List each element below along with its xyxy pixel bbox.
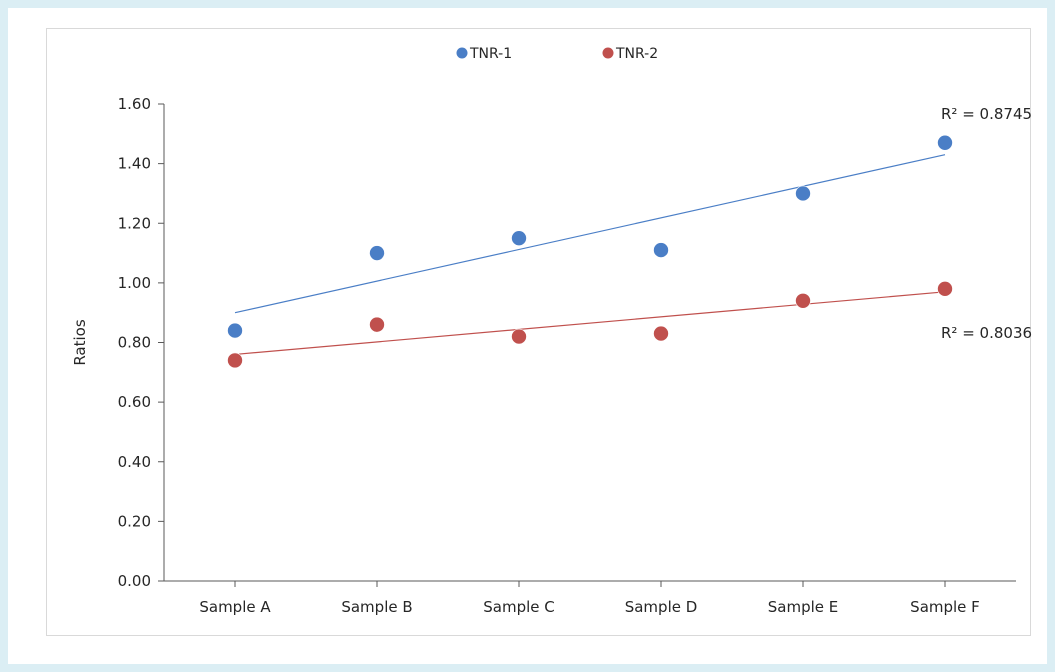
data-points <box>227 134 953 369</box>
point-tnr-1 <box>653 242 669 258</box>
y-tick-label: 0.20 <box>118 512 151 530</box>
legend: TNR-1 TNR-2 <box>456 46 658 62</box>
y-tick-label: 0.40 <box>118 453 151 471</box>
legend-item: TNR-2 <box>602 46 658 62</box>
y-tick-label: 0.60 <box>118 393 151 411</box>
x-tick-label: Sample E <box>768 598 839 616</box>
y-tick-label: 1.40 <box>118 155 151 173</box>
point-tnr-2 <box>795 292 811 309</box>
trendline-tnr-1 <box>234 154 946 314</box>
point-tnr-2 <box>227 352 243 369</box>
x-tick-label: Sample D <box>625 598 698 616</box>
point-tnr-1 <box>369 245 385 261</box>
x-axis-ticks: Sample A Sample B Sample C Sample D Sample E… <box>199 581 980 616</box>
point-tnr-1 <box>227 322 243 339</box>
y-tick-label: 0.80 <box>118 334 151 352</box>
point-tnr-2 <box>369 316 385 333</box>
r2-label: R² = 0.8745 <box>941 105 1032 123</box>
trendline-tnr-2 <box>234 291 946 356</box>
trendlines <box>234 154 946 356</box>
scatter-chart: TNR-1 TNR-2 Ratios 0.00 0.20 0.40 0.60 0.80 1.… <box>71 46 1032 616</box>
x-tick-label: Sample C <box>483 598 554 616</box>
point-tnr-2 <box>511 328 527 345</box>
y-axis-ticks: 0.00 0.20 0.40 0.60 0.80 1.00 1.20 1.40 1.60 <box>118 95 164 590</box>
legend-marker <box>456 47 468 59</box>
y-tick-label: 1.60 <box>118 95 151 113</box>
legend-item: TNR-1 <box>456 46 512 62</box>
legend-marker <box>602 47 614 59</box>
y-axis-label: Ratios <box>71 319 89 366</box>
point-tnr-2 <box>937 281 953 297</box>
axes <box>163 104 1016 582</box>
point-tnr-1 <box>511 230 527 246</box>
x-tick-label: Sample F <box>910 598 980 616</box>
y-tick-label: 1.00 <box>118 274 151 292</box>
r2-labels: R² = 0.8745 R² = 0.8036 <box>941 105 1032 342</box>
y-tick-label: 1.20 <box>118 214 151 232</box>
x-tick-label: Sample A <box>199 598 271 616</box>
r2-label: R² = 0.8036 <box>941 324 1032 342</box>
point-tnr-1 <box>795 185 811 202</box>
legend-label: TNR-1 <box>469 46 512 62</box>
x-tick-label: Sample B <box>341 598 412 616</box>
legend-label: TNR-2 <box>615 46 658 62</box>
chart-area: TNR-1 TNR-2 Ratios 0.00 0.20 0.40 0.60 0.80 1.… <box>46 28 1032 636</box>
point-tnr-2 <box>653 325 669 342</box>
chart-frame: TNR-1 TNR-2 Ratios 0.00 0.20 0.40 0.60 0.80 1.… <box>8 8 1047 664</box>
y-tick-label: 0.00 <box>118 572 151 590</box>
point-tnr-1 <box>937 134 953 151</box>
